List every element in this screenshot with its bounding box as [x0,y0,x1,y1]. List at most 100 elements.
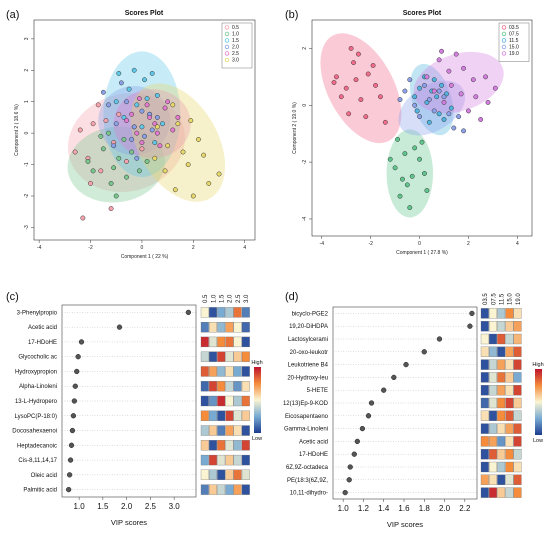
feature-label: Acetic acid [299,439,328,445]
data-point [421,171,427,176]
confidence-ellipse [130,83,226,202]
data-point [116,70,122,76]
heatmap-cell [489,372,497,383]
vip-point [469,310,475,317]
legend-marker [224,31,230,37]
data-point [136,96,142,102]
heatmap-cell [489,436,497,447]
heatmap-cell [513,410,522,421]
y-tick-label: 0 [24,132,30,135]
heatmap-cell [497,449,506,460]
heatmap-cell [209,410,217,421]
data-point [134,102,140,108]
colorbar-low-label: Low [252,436,262,442]
data-point [426,119,432,125]
data-point [144,102,150,108]
data-point [343,85,349,91]
panel-label-d: (d) [285,291,298,303]
heatmap-cell [225,469,234,480]
data-point [113,99,119,105]
legend-label: 1.5 [232,38,239,44]
data-point [456,114,462,120]
x-tick-label: -4 [37,245,42,251]
data-point [124,174,129,180]
legend-marker [501,51,507,56]
data-point [157,143,163,149]
legend-label: 15.0 [509,45,519,51]
heatmap-cell [489,359,497,370]
colorbar-low-label: Low [533,438,543,444]
data-point [478,117,484,122]
data-point [106,130,111,136]
heatmap-cell [200,322,209,333]
confidence-ellipse [320,33,402,144]
data-point [331,80,337,85]
heatmap-cell [233,366,242,377]
plot-frame [33,19,256,241]
data-point [80,215,86,221]
legend-label: 11.5 [509,38,519,44]
heatmap-cell [233,395,242,407]
heatmap-cell [225,307,234,318]
heatmap-column-label: 15.0 [508,293,514,305]
data-point [417,85,423,91]
feature-label: bicyclo-PGE2 [292,311,329,317]
heatmap-cell [489,410,497,421]
data-point [483,74,489,80]
x-tick-label: 1.6 [398,504,410,513]
heatmap-cell [225,336,234,348]
data-point [154,130,160,136]
vip-point [66,472,73,478]
heatmap-cell [480,461,489,473]
data-point [417,156,423,162]
heatmap-cell [497,333,506,345]
data-point [351,60,357,66]
vip-point [347,464,353,470]
feature-label: Alpha-Linoleni [19,384,57,390]
heatmap-cell [200,307,209,318]
data-point [355,51,361,57]
heatmap-cell [480,333,489,345]
heatmap-cell [209,322,217,333]
data-point [149,70,155,76]
data-point [134,130,140,136]
heatmap-cell [200,336,209,348]
heatmap-cell [489,397,497,409]
data-point [397,97,403,103]
heatmap-cell [480,410,489,421]
legend-label: 2.0 [232,45,239,51]
heatmap-cell [497,346,506,357]
data-point [424,74,430,80]
heatmap-cell [209,366,217,377]
chart-title: Scores Plot [403,10,442,17]
x-tick-label: -2 [368,241,373,247]
data-point [453,51,459,57]
y-tick-label: 2 [302,47,308,50]
feature-label: 17-HDoHE [299,452,328,458]
heatmap-cell [513,423,522,434]
data-point [160,121,165,127]
vip-point [67,457,74,463]
heatmap-cell [497,461,506,473]
data-point [395,136,401,142]
data-point [100,89,106,95]
heatmap-cell [209,381,217,392]
heatmap-cell [489,423,497,434]
data-point [162,105,168,111]
heatmap-column-label: 11.5 [500,293,506,305]
heatmap-cell [241,351,250,362]
legend-marker [224,25,230,30]
legend-marker [224,51,230,56]
heatmap-cell [489,461,497,473]
heatmap-cell [225,381,234,392]
data-point [419,139,425,145]
heatmap-cell [200,351,209,362]
feature-label: PE(18:3(6Z,9Z, [287,478,328,484]
data-point [147,114,153,120]
data-point [402,88,408,94]
y-tick-label: -4 [302,217,308,222]
heatmap-cell [497,474,506,485]
heatmap-column-label: 07.5 [491,293,497,305]
legend-label: 19.0 [509,51,519,57]
feature-label: Gamma-Linoleni [284,427,328,433]
